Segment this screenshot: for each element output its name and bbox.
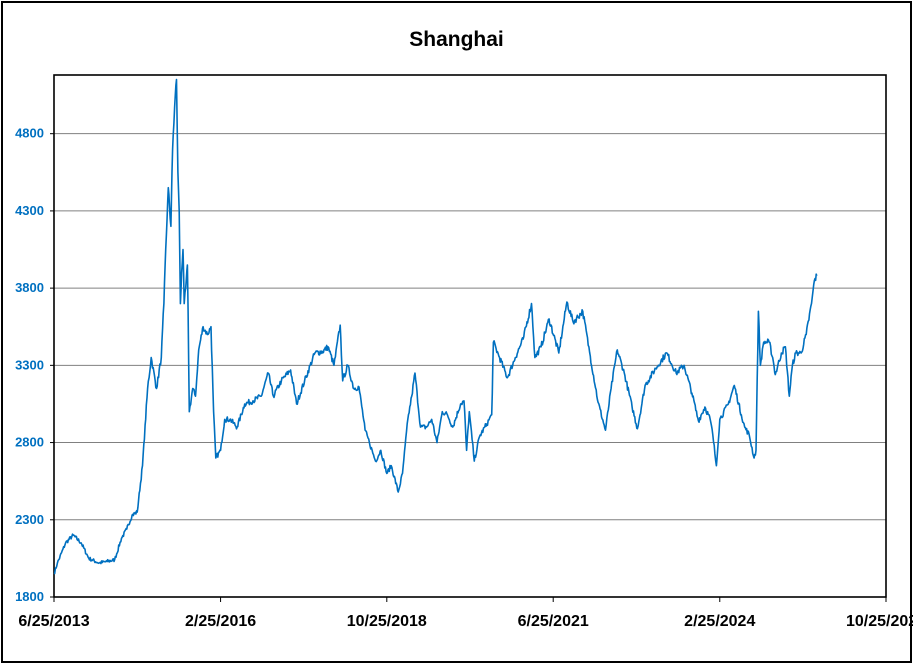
y-tick-label: 2800 [15, 435, 44, 450]
y-tick-label: 3300 [15, 357, 44, 372]
y-tick-label: 4300 [15, 203, 44, 218]
y-tick-label: 1800 [15, 589, 44, 604]
x-tick-label: 10/25/2018 [347, 613, 427, 630]
x-tick-label: 2/25/2016 [185, 613, 256, 630]
chart-title: Shanghai [409, 28, 504, 51]
x-tick-label: 6/25/2013 [18, 613, 89, 630]
y-tick-label: 3800 [15, 280, 44, 295]
plot-area [53, 74, 887, 598]
y-tick-label: 2300 [15, 512, 44, 527]
x-tick-label: 6/25/2021 [518, 613, 589, 630]
x-tick-label: 2/25/2024 [684, 613, 755, 630]
x-tick-label: 10/25/2026 [846, 613, 913, 630]
series-line [53, 78, 818, 575]
y-tick-label: 4800 [15, 126, 44, 141]
